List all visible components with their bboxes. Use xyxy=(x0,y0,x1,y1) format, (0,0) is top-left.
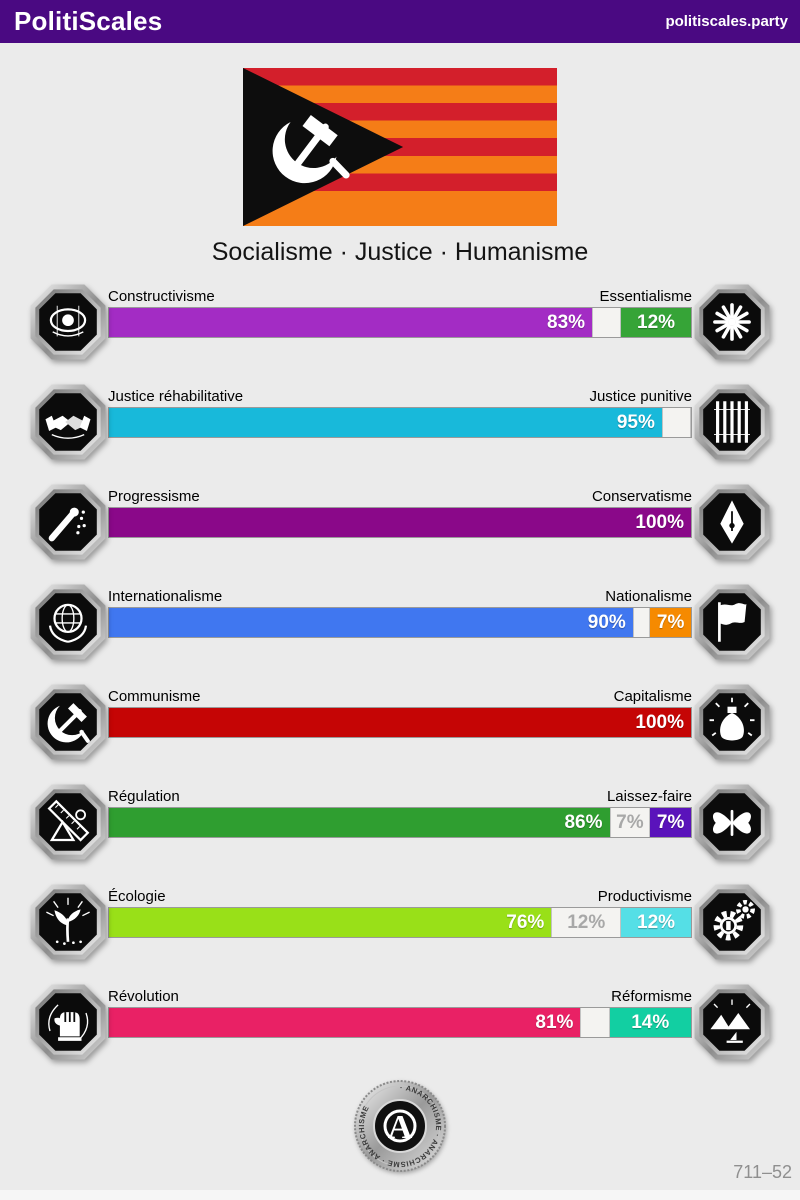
plant-sun-icon xyxy=(29,883,107,961)
axis-right-percent: 7% xyxy=(656,811,685,833)
axis-left-percent: 90% xyxy=(587,611,626,633)
axis-right-percent: 12% xyxy=(637,911,676,933)
axis-right-label: Productivisme xyxy=(597,888,692,905)
axis-left-segment: 76% xyxy=(109,908,552,937)
axis-neutral-segment xyxy=(661,408,691,437)
axis-left-label: Internationalisme xyxy=(108,588,223,605)
axis-right-label: Essentialisme xyxy=(599,288,692,305)
axis-left-label: Communisme xyxy=(108,688,201,705)
axis-left-label: Progressisme xyxy=(108,488,200,505)
axis-bar: 100% xyxy=(108,507,692,538)
axis-left-percent: 100% xyxy=(635,711,684,733)
axis-right-segment: 7% xyxy=(650,808,691,837)
axis-row-internationalisme: Internationalisme Nationalisme 90% 7% xyxy=(0,583,800,685)
axis-left-segment: 81% xyxy=(109,1008,581,1037)
axis-left-segment: 86% xyxy=(109,808,610,837)
axis-bar: 100% xyxy=(108,707,692,738)
axis-neutral-percent: 12% xyxy=(567,911,606,933)
axis-row-communisme: Communisme Capitalisme 100% xyxy=(0,683,800,785)
axis-left-segment: 100% xyxy=(109,708,691,737)
handshake-icon xyxy=(29,383,107,461)
axis-right-label: Laissez-faire xyxy=(606,788,692,805)
chrysanthemum-icon xyxy=(693,283,771,361)
globe-laurel-icon xyxy=(29,583,107,661)
axis-bar: 86% 7% 7% xyxy=(108,807,692,838)
axis-right-label: Nationalisme xyxy=(605,588,692,605)
axis-left-label: Constructivisme xyxy=(108,288,215,305)
flag-icon xyxy=(693,583,771,661)
axis-left-segment: 90% xyxy=(109,608,633,637)
hammer-sickle-badge-icon xyxy=(29,683,107,761)
axis-row-revolution: Révolution Réformisme 81% 14% xyxy=(0,983,800,1085)
axis-row-constructivisme: Constructivisme Essentialisme 83% 12% xyxy=(0,283,800,385)
site-url: politiscales.party xyxy=(665,13,788,30)
prison-bars-icon xyxy=(693,383,771,461)
axis-right-percent: 12% xyxy=(637,311,676,333)
axis-row-progressisme: Progressisme Conservatisme 100% xyxy=(0,483,800,585)
axis-row-ecologie: Écologie Productivisme 76% 12% 12% xyxy=(0,883,800,985)
axis-neutral-percent: 7% xyxy=(616,811,644,833)
axis-left-segment: 95% xyxy=(109,408,662,437)
anarchism-seal-icon: · ANARCHISME · ANARCHISME · ANARCHISME A xyxy=(352,1078,448,1174)
axis-right-segment: 12% xyxy=(621,308,691,337)
axis-neutral-segment xyxy=(592,308,622,337)
axis-bar: 81% 14% xyxy=(108,1007,692,1038)
axis-bar: 76% 12% 12% xyxy=(108,907,692,938)
axis-left-percent: 100% xyxy=(635,511,684,533)
axis-neutral-segment xyxy=(580,1008,610,1037)
axis-left-label: Écologie xyxy=(108,888,166,905)
axis-right-segment: 14% xyxy=(609,1008,691,1037)
result-tagline: Socialisme · Justice · Humanisme xyxy=(211,238,589,266)
landscape-boat-icon xyxy=(693,983,771,1061)
fist-icon xyxy=(29,983,107,1061)
app-title: PolitiScales xyxy=(14,6,163,36)
result-flag xyxy=(243,68,557,226)
butterfly-icon xyxy=(693,783,771,861)
seal-circle-a: A xyxy=(388,1109,413,1146)
axis-left-segment: 100% xyxy=(109,508,691,537)
axis-right-percent: 14% xyxy=(631,1011,670,1033)
eye-icon xyxy=(29,283,107,361)
axis-right-label: Justice punitive xyxy=(589,388,692,405)
axis-right-segment: 12% xyxy=(621,908,691,937)
axis-bar: 83% 12% xyxy=(108,307,692,338)
axis-bar: 95% xyxy=(108,407,692,438)
sowing-hand-icon xyxy=(29,483,107,561)
result-code: 711–52 xyxy=(733,1162,792,1182)
axis-left-label: Justice réhabilitative xyxy=(108,388,244,405)
axis-row-justice: Justice réhabilitative Justice punitive … xyxy=(0,383,800,485)
money-bag-icon xyxy=(693,683,771,761)
axis-neutral-segment: 7% xyxy=(609,808,651,837)
axis-neutral-segment xyxy=(632,608,651,637)
axis-neutral-segment: 12% xyxy=(551,908,622,937)
hammer-sickle-icon xyxy=(260,101,355,196)
axis-left-label: Régulation xyxy=(108,788,180,805)
axis-left-segment: 83% xyxy=(109,308,593,337)
axis-right-percent: 7% xyxy=(656,611,685,633)
header-bar: PolitiScales politiscales.party xyxy=(0,0,800,43)
axis-row-regulation: Régulation Laissez-faire 86% 7% 7% xyxy=(0,783,800,885)
fountain-pen-icon xyxy=(693,483,771,561)
bottom-strip xyxy=(0,1190,800,1200)
axis-left-percent: 95% xyxy=(616,411,655,433)
axis-right-label: Conservatisme xyxy=(591,488,692,505)
axis-right-label: Capitalisme xyxy=(613,688,692,705)
axis-left-percent: 81% xyxy=(535,1011,574,1033)
ruler-square-icon xyxy=(29,783,107,861)
axis-left-percent: 83% xyxy=(547,311,586,333)
gears-icon xyxy=(693,883,771,961)
axis-left-percent: 86% xyxy=(564,811,603,833)
axis-left-percent: 76% xyxy=(506,911,545,933)
axis-right-label: Réformisme xyxy=(611,988,692,1005)
axis-left-label: Révolution xyxy=(108,988,179,1005)
axis-right-segment: 7% xyxy=(650,608,691,637)
axis-bar: 90% 7% xyxy=(108,607,692,638)
